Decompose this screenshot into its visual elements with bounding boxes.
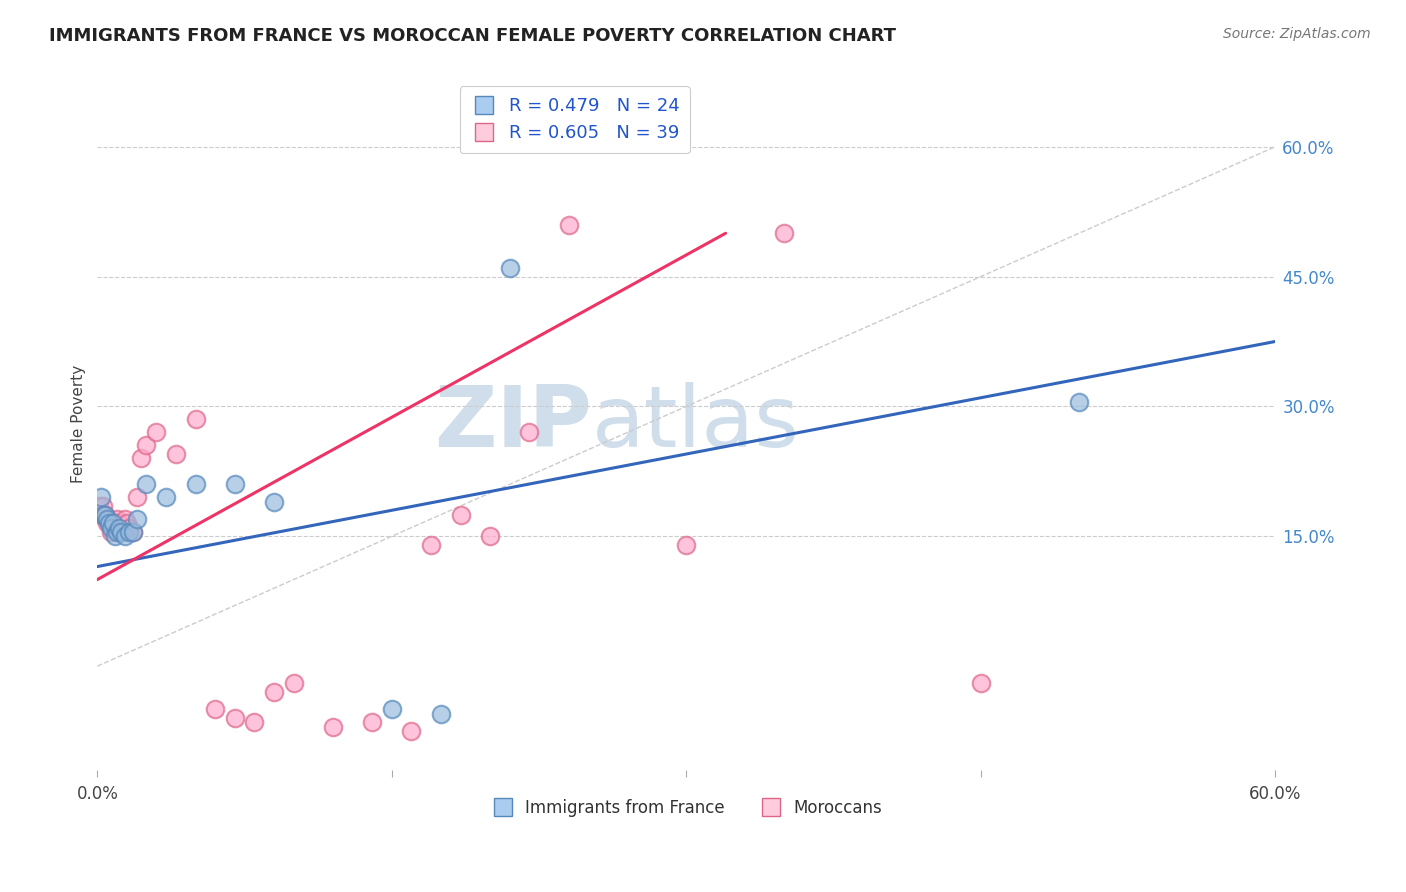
- Point: [105, 524, 128, 539]
- Point: [96, 516, 118, 531]
- Point: [184, 412, 207, 426]
- Point: [98, 512, 121, 526]
- Text: Source: ZipAtlas.com: Source: ZipAtlas.com: [1223, 27, 1371, 41]
- Legend: Immigrants from France, Moroccans: Immigrants from France, Moroccans: [484, 793, 889, 824]
- Point: [94, 508, 117, 522]
- Point: [450, 508, 472, 522]
- Text: ZIP: ZIP: [434, 382, 592, 466]
- Point: [224, 477, 246, 491]
- Point: [101, 516, 124, 531]
- Point: [243, 715, 266, 730]
- Point: [773, 227, 796, 241]
- Point: [129, 451, 152, 466]
- Point: [322, 720, 344, 734]
- Point: [135, 477, 157, 491]
- Point: [121, 524, 143, 539]
- Point: [557, 218, 579, 232]
- Point: [115, 516, 138, 531]
- Point: [1067, 395, 1090, 409]
- Point: [283, 676, 305, 690]
- Point: [184, 477, 207, 491]
- Point: [118, 524, 141, 539]
- Point: [105, 512, 128, 526]
- Point: [135, 438, 157, 452]
- Point: [430, 706, 453, 721]
- Point: [114, 512, 136, 526]
- Point: [263, 685, 285, 699]
- Point: [104, 529, 127, 543]
- Point: [121, 524, 143, 539]
- Point: [100, 524, 122, 539]
- Point: [90, 508, 112, 522]
- Point: [970, 676, 993, 690]
- Point: [479, 529, 502, 543]
- Point: [125, 491, 148, 505]
- Text: atlas: atlas: [592, 382, 800, 466]
- Text: IMMIGRANTS FROM FRANCE VS MOROCCAN FEMALE POVERTY CORRELATION CHART: IMMIGRANTS FROM FRANCE VS MOROCCAN FEMAL…: [49, 27, 896, 45]
- Point: [125, 512, 148, 526]
- Point: [94, 508, 117, 522]
- Point: [104, 516, 127, 531]
- Point: [100, 520, 122, 534]
- Point: [114, 529, 136, 543]
- Point: [675, 538, 697, 552]
- Point: [165, 447, 187, 461]
- Point: [498, 260, 520, 275]
- Point: [263, 494, 285, 508]
- Point: [517, 425, 540, 440]
- Point: [110, 524, 132, 539]
- Point: [90, 491, 112, 505]
- Point: [204, 702, 226, 716]
- Point: [110, 524, 132, 539]
- Point: [91, 499, 114, 513]
- Point: [420, 538, 443, 552]
- Point: [108, 516, 131, 531]
- Point: [381, 702, 404, 716]
- Point: [401, 724, 423, 739]
- Point: [118, 520, 141, 534]
- Point: [224, 711, 246, 725]
- Point: [98, 516, 121, 531]
- Point: [96, 512, 118, 526]
- Point: [108, 520, 131, 534]
- Point: [155, 491, 177, 505]
- Point: [145, 425, 167, 440]
- Point: [91, 508, 114, 522]
- Point: [89, 499, 111, 513]
- Y-axis label: Female Poverty: Female Poverty: [72, 365, 86, 483]
- Point: [111, 520, 134, 534]
- Point: [101, 520, 124, 534]
- Point: [361, 715, 384, 730]
